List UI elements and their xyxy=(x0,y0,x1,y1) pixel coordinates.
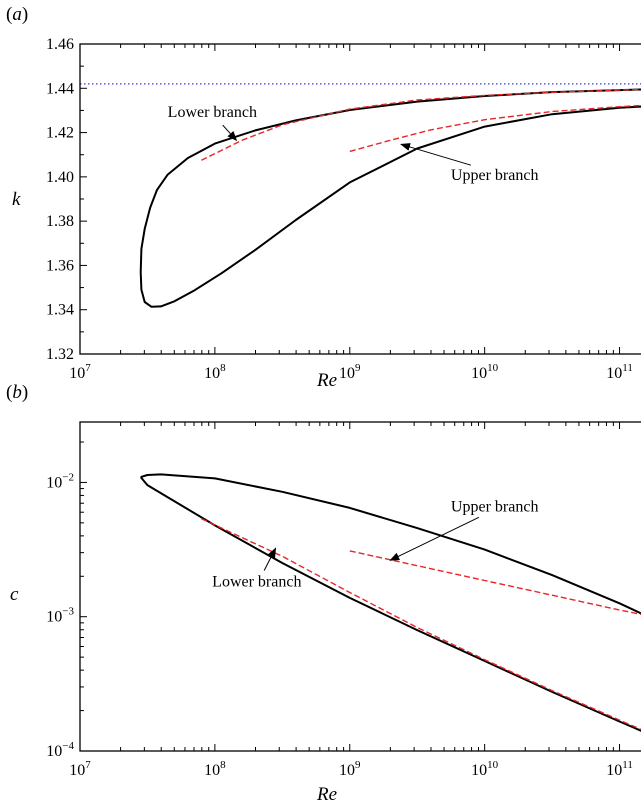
panel-b-asymptote-upper-line xyxy=(349,550,641,616)
panel-b-x-tick-label: 1011 xyxy=(606,759,633,779)
panel-a-y-tick-label: 1.36 xyxy=(46,257,74,274)
panel-b-plot-area xyxy=(139,473,641,732)
panel-b-y-tick-label: 10−3 xyxy=(46,606,74,626)
panel-a-y-label: k xyxy=(12,189,21,210)
panel-a-annotation: Upper branch xyxy=(451,167,539,184)
panel-b-x-tick-label: 107 xyxy=(69,759,91,779)
panel-a-annotation-arrow xyxy=(400,143,472,166)
panel-b-x-tick-label: 109 xyxy=(339,759,361,779)
panel-b-x-tick-label: 108 xyxy=(204,759,226,779)
panel-b-y-tick-label: 10−2 xyxy=(46,471,74,491)
panel-b-x-tick-label: 1010 xyxy=(471,759,499,779)
panel-a-x-tick-label: 109 xyxy=(339,362,361,382)
panel-a-x-tick-label: 107 xyxy=(69,362,91,382)
panel-a-y-tick-label: 1.32 xyxy=(46,346,74,363)
panel-a-neutral-curve-line xyxy=(139,88,641,308)
panel-a-x-tick-label: 108 xyxy=(204,362,226,382)
panel-a-x-label: Re xyxy=(316,370,337,391)
panel-b-annotations: Upper branch Lower branch xyxy=(212,498,538,590)
panel-a-plot-area xyxy=(80,83,641,308)
panel-a-y-tick-label: 1.42 xyxy=(46,125,74,142)
panel-b-y-label: c xyxy=(10,584,19,605)
panel-a-y-tick-label: 1.34 xyxy=(46,302,74,319)
panel-b-annotation-arrow xyxy=(389,516,480,561)
panel-a-label: (a) xyxy=(6,4,28,25)
panel-b-y-tick-label: 10−4 xyxy=(46,740,74,760)
panel-a-axes: 107 108 109 1010 1011 1.32 1.34 1.36 1.38 1.40 1.4… xyxy=(46,36,633,382)
panel-a-x-tick-label: 1010 xyxy=(471,362,499,382)
panel-a-annotation: Lower branch xyxy=(168,104,257,121)
panel-b-neutral-curve-line xyxy=(139,473,641,732)
panel-a-asymptote-lower-line xyxy=(201,88,641,161)
panel-b-annotation-arrow xyxy=(263,547,277,571)
panel-a-annotation-arrow xyxy=(222,124,238,142)
panel-a-x-tick-label: 1011 xyxy=(606,362,633,382)
panel-a-annotations: Lower branch Upper branch xyxy=(168,104,539,184)
panel-a: (a) 107 108 109 1010 1011 1.32 1.34 1.36 1.38 1.4… xyxy=(6,4,641,391)
panel-b-frame xyxy=(79,421,641,752)
panel-a-y-tick-label: 1.38 xyxy=(46,213,74,230)
panel-b-asymptote-lower-line xyxy=(201,518,641,731)
panel-b: (b) 107 108 109 1010 1011 10−4 10−3 10−2 c Re U… xyxy=(6,382,641,805)
panel-b-annotation: Lower branch xyxy=(212,574,301,591)
panel-a-asymptote-upper-line xyxy=(349,104,641,153)
panel-a-frame xyxy=(79,43,641,355)
panel-b-annotation: Upper branch xyxy=(451,498,539,515)
panel-b-x-label: Re xyxy=(316,784,337,805)
panel-b-label: (b) xyxy=(6,382,28,403)
panel-a-y-tick-label: 1.40 xyxy=(46,169,74,186)
panel-b-axes: 107 108 109 1010 1011 10−4 10−3 10−2 xyxy=(46,422,633,779)
panel-a-y-tick-label: 1.44 xyxy=(46,80,74,97)
panel-a-y-tick-label: 1.46 xyxy=(46,36,74,53)
